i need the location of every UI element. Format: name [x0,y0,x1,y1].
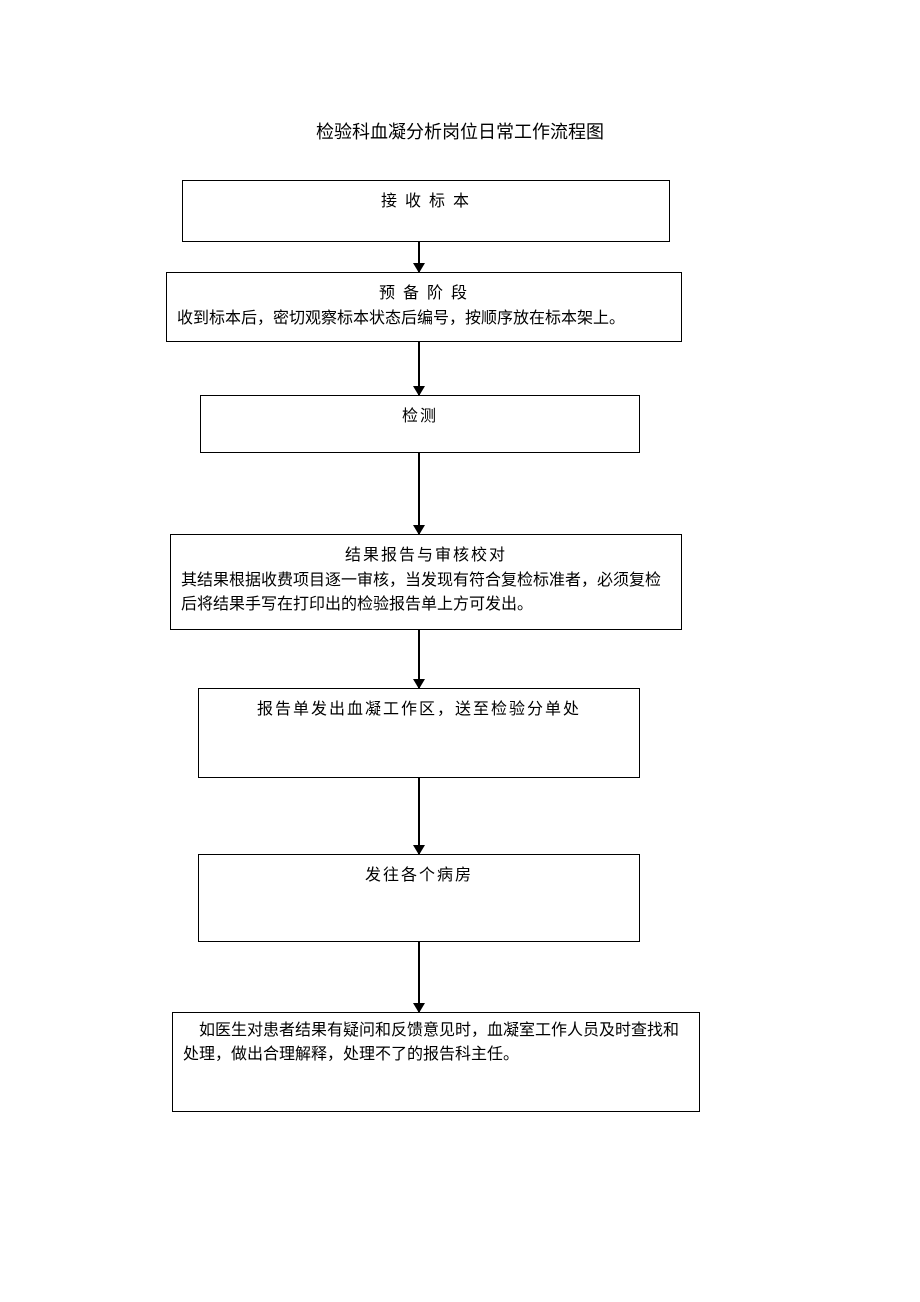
arrow [418,630,420,688]
node-result-review: 结果报告与审核校对 其结果根据收费项目逐一审核，当发现有符合复检标准者，必须复检… [170,534,682,630]
arrow [418,453,420,534]
arrow [418,342,420,395]
node-body: 如医生对患者结果有疑问和反馈意见时，血凝室工作人员及时查找和处理，做出合理解释，… [183,1019,689,1067]
node-title: 结果报告与审核校对 [181,541,671,565]
arrow [418,778,420,854]
node-feedback: 如医生对患者结果有疑问和反馈意见时，血凝室工作人员及时查找和处理，做出合理解释，… [172,1012,700,1112]
node-prep-stage: 预 备 阶 段 收到标本后，密切观察标本状态后编号，按顺序放在标本架上。 [166,272,682,342]
page-title: 检验科血凝分析岗位日常工作流程图 [0,118,920,144]
node-test: 检测 [200,395,640,453]
node-title: 检测 [211,402,629,426]
arrow [418,942,420,1012]
node-title: 预 备 阶 段 [177,279,671,303]
node-receive-sample: 接 收 标 本 [182,180,670,242]
node-report-dispatch: 报告单发出血凝工作区，送至检验分单处 [198,688,640,778]
node-title: 接 收 标 本 [193,187,659,211]
node-body: 收到标本后，密切观察标本状态后编号，按顺序放在标本架上。 [177,307,671,331]
node-title: 报告单发出血凝工作区，送至检验分单处 [209,695,629,719]
node-title: 发往各个病房 [209,861,629,885]
node-send-wards: 发往各个病房 [198,854,640,942]
arrow [418,242,420,272]
node-body: 其结果根据收费项目逐一审核，当发现有符合复检标准者，必须复检后将结果手写在打印出… [181,569,671,617]
